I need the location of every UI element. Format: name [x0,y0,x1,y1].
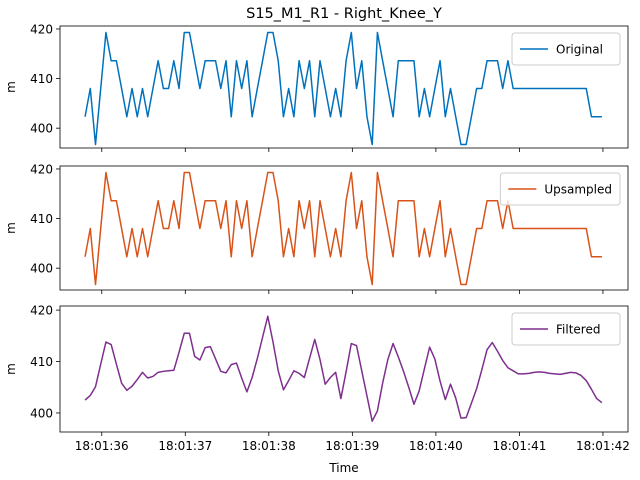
legend-box [511,32,621,66]
legend-box [499,172,621,206]
x-tick-label: 18:01:38 [242,439,296,453]
y-tick-label: 400 [30,122,53,136]
x-tick-label: 18:01:42 [576,439,630,453]
legend-label: Upsampled [544,183,612,197]
legend-box [511,312,621,346]
data-line [84,171,602,286]
x-axis-label: Time [328,461,358,475]
legend: Original [511,32,621,66]
plot-frame [59,165,629,291]
x-tick-label: 18:01:40 [409,439,463,453]
y-tick-label: 410 [30,355,53,369]
data-line [84,31,602,146]
chart-title: S15_M1_R1 - Right_Knee_Y [246,6,442,22]
legend-label: Filtered [556,323,600,337]
y-axis-label: m [4,222,18,234]
x-tick-label: 18:01:37 [158,439,212,453]
y-tick-label: 400 [30,406,53,420]
x-tick-label: 18:01:41 [492,439,546,453]
y-axis-label: m [4,81,18,93]
y-axis-label: m [4,363,18,375]
legend: Upsampled [499,172,621,206]
legend-label: Original [556,43,603,57]
x-tick-label: 18:01:36 [75,439,129,453]
legend: Filtered [511,312,621,346]
plot-frame [59,305,629,433]
data-line [84,315,603,422]
y-tick-label: 400 [30,262,53,276]
y-tick-label: 410 [30,72,53,86]
plot-frame [59,25,629,149]
y-tick-label: 420 [30,162,53,176]
y-tick-label: 420 [30,22,53,36]
x-tick-label: 18:01:39 [325,439,379,453]
y-tick-label: 410 [30,212,53,226]
y-tick-label: 420 [30,304,53,318]
